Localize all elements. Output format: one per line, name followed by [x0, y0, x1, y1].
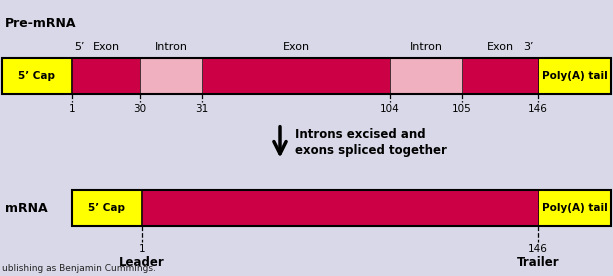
Text: 30: 30: [134, 104, 147, 114]
Text: Poly(A) tail: Poly(A) tail: [542, 71, 607, 81]
Text: 1: 1: [139, 244, 145, 254]
Text: 146: 146: [528, 104, 548, 114]
Text: Exon: Exon: [93, 42, 120, 52]
Text: exons spliced together: exons spliced together: [295, 144, 447, 157]
Text: 104: 104: [380, 104, 400, 114]
Text: Exon: Exon: [283, 42, 310, 52]
Bar: [202, 58, 390, 94]
Text: 3’: 3’: [524, 42, 534, 52]
Text: mRNA: mRNA: [5, 202, 48, 215]
Bar: [538, 190, 611, 226]
Text: Leader: Leader: [119, 256, 165, 269]
Text: Pre-mRNA: Pre-mRNA: [5, 17, 77, 30]
Text: 146: 146: [528, 244, 548, 254]
Text: Trailer: Trailer: [517, 256, 559, 269]
Text: Poly(A) tail: Poly(A) tail: [542, 203, 607, 213]
Text: 31: 31: [196, 104, 208, 114]
Bar: [72, 58, 140, 94]
Bar: [140, 58, 202, 94]
Bar: [462, 58, 538, 94]
Text: 5’: 5’: [74, 42, 85, 52]
Text: 5’ Cap: 5’ Cap: [18, 71, 56, 81]
Text: 1: 1: [69, 104, 75, 114]
Text: Introns excised and: Introns excised and: [295, 128, 425, 141]
Text: 105: 105: [452, 104, 472, 114]
Bar: [2, 58, 611, 94]
Bar: [538, 58, 611, 94]
Bar: [2, 58, 72, 94]
Bar: [390, 58, 462, 94]
Bar: [72, 190, 142, 226]
Text: ublishing as Benjamin Cummings.: ublishing as Benjamin Cummings.: [2, 264, 156, 273]
Text: Intron: Intron: [409, 42, 443, 52]
Text: Intron: Intron: [154, 42, 188, 52]
Bar: [72, 190, 611, 226]
Text: Exon: Exon: [487, 42, 514, 52]
Bar: [142, 190, 538, 226]
Text: 5’ Cap: 5’ Cap: [88, 203, 126, 213]
